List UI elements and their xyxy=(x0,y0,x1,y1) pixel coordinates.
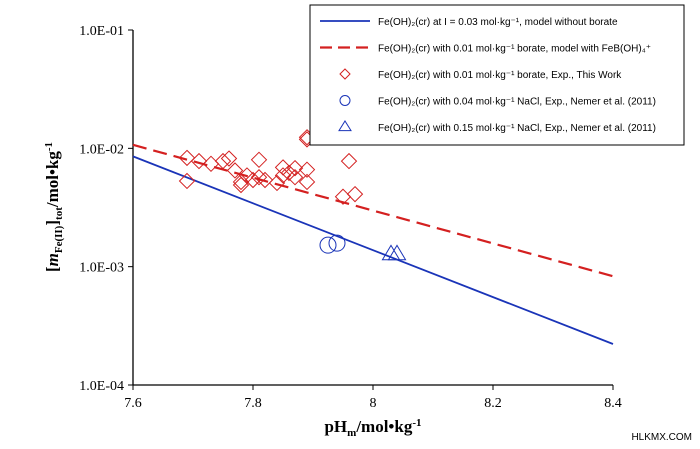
legend-label-3: Fe(OH)₂(cr) with 0.01 mol·kg⁻¹ borate, E… xyxy=(378,70,622,81)
data-point-diamond xyxy=(178,172,196,190)
data-point-diamond xyxy=(244,171,262,189)
y-tick-label: 1.0E-04 xyxy=(79,379,124,394)
y-axis-title-text: [mFe(II)]tot/mol•kg-1 xyxy=(43,142,65,272)
data-point-diamond xyxy=(340,152,358,170)
series-layer xyxy=(132,129,614,345)
data-point-diamond xyxy=(250,169,268,186)
y-title-close: ] xyxy=(43,220,62,226)
data-point-diamond xyxy=(298,173,316,191)
x-tick-label: 7.6 xyxy=(124,396,142,411)
x-title-main: pH xyxy=(324,417,347,436)
axes: 7.6 7.8 8 8.2 8.4 1.0E-04 1.0E-03 1.0E-02 1.0E-0… xyxy=(79,24,621,411)
legend-label-5: Fe(OH)₂(cr) with 0.15 mol·kg⁻¹ NaCl, Exp… xyxy=(378,123,656,134)
data-point-diamond xyxy=(286,169,304,186)
data-point-diamond xyxy=(214,152,232,170)
data-point-diamond xyxy=(268,174,286,192)
series-line xyxy=(132,155,614,345)
y-axis-title: [mFe(II)]tot/mol•kg-1 xyxy=(43,142,65,272)
x-axis-title-text: pHm/mol•kg-1 xyxy=(324,417,421,439)
y-title-open: [ xyxy=(43,266,62,272)
y-title-sup: -1 xyxy=(43,142,55,151)
x-tick-label: 8.2 xyxy=(484,396,502,411)
legend-symbol-4 xyxy=(339,95,351,106)
data-point-diamond xyxy=(226,162,244,179)
data-point-circle xyxy=(319,236,337,254)
data-point-diamond xyxy=(298,161,316,178)
data-point-diamond xyxy=(274,167,292,184)
x-tick-label: 8.4 xyxy=(604,396,622,411)
data-point-diamond xyxy=(220,150,238,167)
data-point-diamond xyxy=(250,151,268,169)
legend-triangle xyxy=(338,120,352,132)
series-4 xyxy=(319,234,346,254)
legend-symbol-3 xyxy=(339,68,351,80)
series-5 xyxy=(381,244,407,261)
data-point-circle xyxy=(328,234,346,252)
watermark: HLKMX.COM xyxy=(631,432,692,443)
legend-box xyxy=(309,4,685,146)
x-tick-label: 7.8 xyxy=(244,396,262,411)
x-tick-label: 8 xyxy=(370,396,377,411)
legend-diamond xyxy=(339,68,351,80)
series-1 xyxy=(132,155,614,345)
x-title-sub: m xyxy=(347,427,356,439)
data-point-diamond xyxy=(178,149,196,167)
y-tick-label: 1.0E-02 xyxy=(79,142,124,157)
legend-label-4: Fe(OH)₂(cr) with 0.04 mol·kg⁻¹ NaCl, Exp… xyxy=(378,97,656,108)
legend-circle xyxy=(339,95,351,106)
y-tick-label: 1.0E-01 xyxy=(79,24,124,39)
data-point-diamond xyxy=(286,159,304,177)
y-tick-label: 1.0E-03 xyxy=(79,261,124,276)
legend-label-2: Fe(OH)₂(cr) with 0.01 mol·kg⁻¹ borate, m… xyxy=(378,44,651,55)
data-point-diamond xyxy=(190,152,208,170)
y-title-rest: /mol•kg xyxy=(43,151,62,209)
data-point-triangle xyxy=(387,244,407,261)
y-title-sub2: tot xyxy=(53,207,65,220)
data-point-diamond xyxy=(256,171,274,189)
series-3 xyxy=(178,129,364,205)
y-title-sub: Fe(II) xyxy=(53,225,65,253)
x-title-sup: -1 xyxy=(412,417,421,429)
legend: Fe(OH)₂(cr) at I = 0.03 mol·kg⁻¹, model … xyxy=(309,4,685,146)
x-title-rest: /mol•kg xyxy=(355,417,413,436)
data-point-diamond xyxy=(346,185,364,203)
legend-symbol-5 xyxy=(338,120,352,132)
y-title-main: m xyxy=(43,253,62,266)
x-axis-title: pHm/mol•kg-1 xyxy=(324,417,421,439)
legend-label-1: Fe(OH)₂(cr) at I = 0.03 mol·kg⁻¹, model … xyxy=(378,17,618,28)
